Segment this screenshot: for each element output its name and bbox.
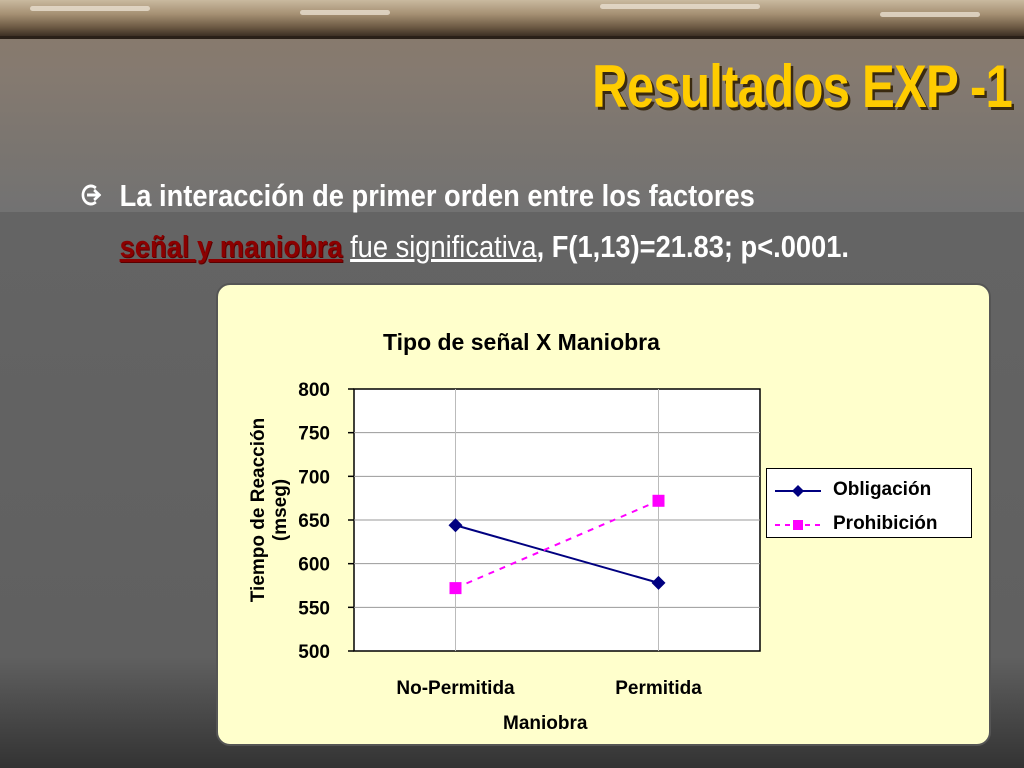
data-point-obligacion bbox=[651, 575, 666, 590]
y-tick-label: 500 bbox=[298, 642, 330, 663]
data-point-prohibicion bbox=[449, 582, 462, 595]
significance-text: fue significativa bbox=[350, 229, 537, 264]
banner-stroke bbox=[30, 6, 150, 11]
data-point-obligacion bbox=[448, 518, 463, 533]
bullet-text: La interacción de primer orden entre los… bbox=[80, 170, 907, 272]
legend-label-prohibicion: Prohibición bbox=[833, 513, 938, 534]
y-tick-label: 650 bbox=[298, 511, 330, 532]
data-point-prohibicion bbox=[652, 494, 665, 507]
banner-stroke bbox=[880, 12, 980, 17]
y-tick-label: 700 bbox=[298, 467, 330, 488]
chart-title: Tipo de señal X Maniobra bbox=[383, 329, 660, 355]
chart-plot: 500 550 600 650 700 750 800 No-Permitida Permiti… bbox=[298, 380, 761, 699]
banner-stroke bbox=[300, 10, 390, 15]
y-tick-label: 550 bbox=[298, 598, 330, 619]
decorative-banner bbox=[0, 0, 1024, 39]
x-axis-title: Maniobra bbox=[503, 713, 588, 734]
legend-label-obligacion: Obligación bbox=[833, 479, 932, 500]
y-tick-label: 800 bbox=[298, 380, 330, 401]
x-tick-label: Permitida bbox=[615, 678, 702, 699]
x-tick-label: No-Permitida bbox=[396, 678, 515, 699]
arrow-circle-icon bbox=[81, 184, 102, 206]
y-tick-label: 600 bbox=[298, 555, 330, 576]
legend-markers bbox=[775, 485, 821, 530]
legend-marker-obligacion bbox=[792, 485, 804, 497]
legend-marker-prohibicion bbox=[793, 520, 803, 530]
statistic-text: , F(1,13)=21.83; p<.0001. bbox=[536, 229, 849, 264]
series-line-prohibicion bbox=[455, 499, 659, 590]
slide-title: Resultados EXP -1 bbox=[592, 53, 1013, 120]
y-tick-label: 750 bbox=[298, 424, 330, 445]
bullet-line-2: señal y maniobra fue significativa, F(1,… bbox=[120, 221, 908, 272]
chart-legend: Obligación Prohibición bbox=[766, 468, 972, 538]
bullet-separator bbox=[342, 229, 350, 264]
banner-stroke bbox=[600, 4, 760, 9]
highlight-factors: señal y maniobra bbox=[119, 229, 343, 264]
bullet-line-1: La interacción de primer orden entre los… bbox=[119, 178, 755, 213]
series-line-obligacion bbox=[455, 524, 659, 584]
chart-panel: Tipo de señal X Maniobra Tiempo de Reacc… bbox=[216, 283, 991, 746]
